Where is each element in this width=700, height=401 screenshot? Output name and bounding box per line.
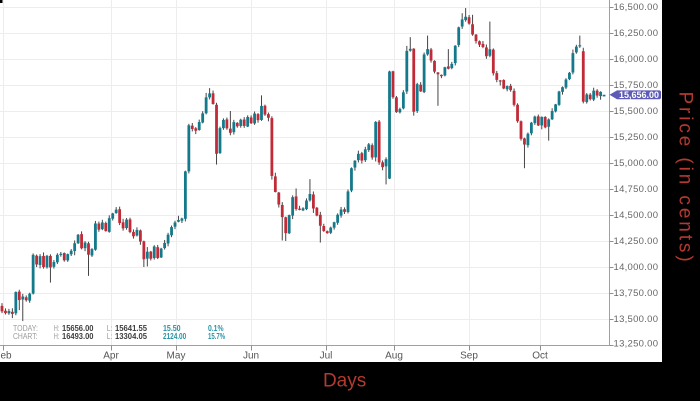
svg-text:Aug: Aug	[385, 351, 403, 362]
svg-text:15.50: 15.50	[163, 323, 181, 333]
svg-text:13,500.00: 13,500.00	[614, 314, 659, 325]
svg-text:13304.05: 13304.05	[115, 331, 147, 341]
svg-text:15,500.00: 15,500.00	[614, 106, 659, 117]
svg-text:Jul: Jul	[320, 351, 333, 362]
svg-text:CHART:: CHART:	[13, 331, 38, 341]
svg-text:14,500.00: 14,500.00	[614, 210, 659, 221]
svg-text:14,000.00: 14,000.00	[614, 262, 659, 273]
svg-text:Sep: Sep	[460, 351, 478, 362]
svg-text:13,750.00: 13,750.00	[614, 288, 659, 299]
svg-text:TODAY:: TODAY:	[13, 323, 38, 333]
svg-text:15,750.00: 15,750.00	[614, 80, 659, 91]
svg-text:14,750.00: 14,750.00	[614, 184, 659, 195]
svg-text:13,250.00: 13,250.00	[614, 339, 659, 350]
svg-text:Oct: Oct	[532, 351, 548, 362]
svg-text:16493.00: 16493.00	[62, 331, 94, 341]
svg-text:Jun: Jun	[243, 351, 259, 362]
svg-text:May: May	[167, 351, 186, 362]
svg-text:16,250.00: 16,250.00	[614, 28, 659, 39]
svg-text:H:: H:	[54, 331, 60, 341]
svg-text:H:: H:	[54, 323, 60, 333]
svg-text:Feb: Feb	[0, 351, 12, 362]
svg-text:2124.00: 2124.00	[163, 331, 186, 341]
svg-text:0.1%: 0.1%	[208, 323, 224, 333]
svg-text:15,656.00: 15,656.00	[619, 90, 659, 100]
svg-text:15,250.00: 15,250.00	[614, 132, 659, 143]
svg-text:16,500.00: 16,500.00	[614, 2, 659, 13]
svg-text:L:: L:	[107, 331, 113, 341]
svg-text:15641.55: 15641.55	[115, 323, 147, 333]
svg-text:15,000.00: 15,000.00	[614, 158, 659, 169]
svg-text:Apr: Apr	[103, 351, 119, 362]
svg-text:Days: Days	[323, 370, 366, 391]
svg-text:L:: L:	[107, 323, 113, 333]
svg-text:16,000.00: 16,000.00	[614, 54, 659, 65]
svg-text:Price (in cents): Price (in cents)	[675, 91, 696, 264]
svg-text:15656.00: 15656.00	[62, 323, 94, 333]
svg-text:14,250.00: 14,250.00	[614, 236, 659, 247]
svg-text:15.7%: 15.7%	[208, 331, 226, 341]
